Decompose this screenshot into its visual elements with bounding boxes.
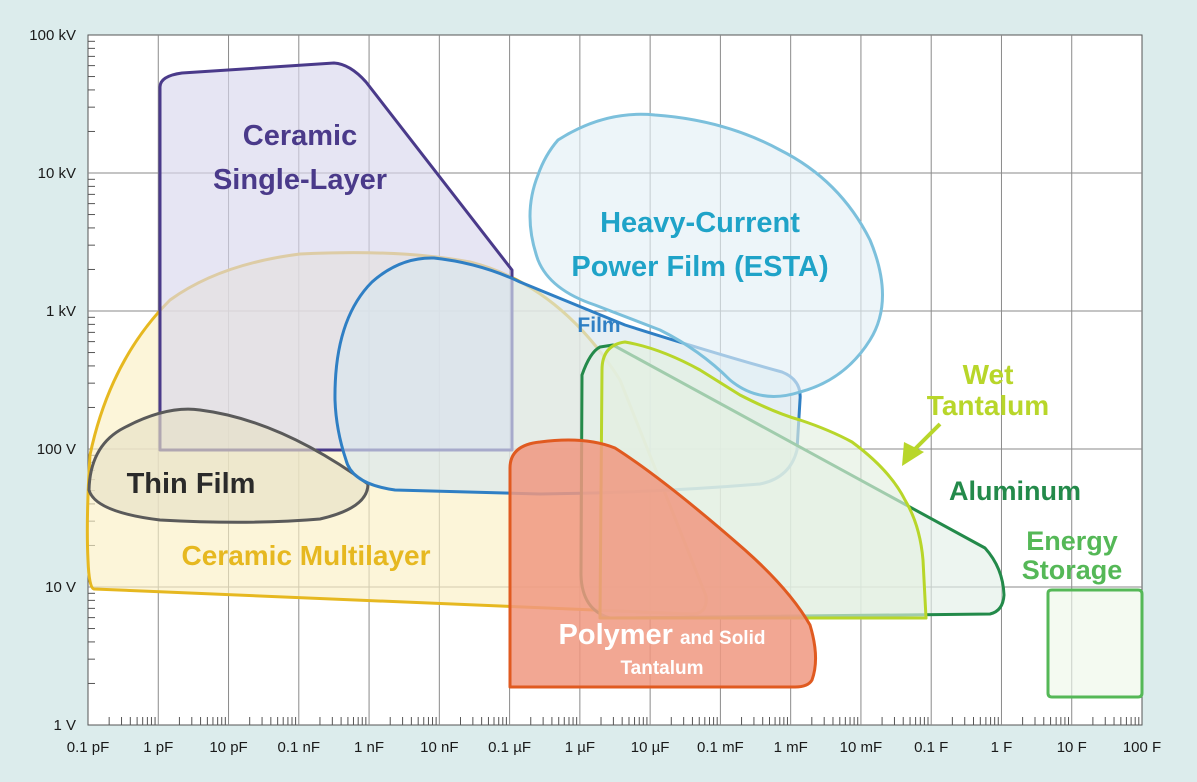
x-tick-label: 1 mF (774, 739, 808, 756)
x-tick-label: 1 F (991, 739, 1013, 756)
x-tick-label: 0.1 nF (278, 739, 321, 756)
label-polymer: Polymer (559, 619, 673, 651)
minor-ticks (88, 40, 1140, 725)
y-tick-labels: 1 V 10 V 100 V 1 kV 10 kV 100 kV (29, 27, 76, 734)
label-wet-tantalum-2: Tantalum (927, 390, 1049, 421)
label-energy-storage-1: Energy (1026, 526, 1118, 556)
x-tick-label: 1 pF (143, 739, 173, 756)
label-heavy-current-2: Power Film (ESTA) (571, 251, 828, 283)
y-tick-label: 10 V (45, 579, 76, 596)
label-heavy-current-1: Heavy-Current (600, 207, 800, 239)
wet-tantalum-arrow-icon (902, 442, 924, 466)
x-tick-label: 10 pF (209, 739, 247, 756)
region-polymer-solid-tantalum (508, 438, 817, 689)
label-ceramic-multilayer: Ceramic Multilayer (182, 540, 431, 571)
y-tick-label: 100 V (37, 441, 76, 458)
region-energy-storage (1046, 588, 1144, 699)
x-tick-label: 0.1 pF (67, 739, 110, 756)
region-labels: Ceramic Single-Layer Heavy-Current Power… (127, 120, 1123, 679)
x-tick-label: 0.1 F (914, 739, 948, 756)
y-tick-label: 1 kV (46, 303, 76, 320)
label-ceramic-single-layer-2: Single-Layer (213, 164, 387, 196)
x-tick-label: 10 nF (420, 739, 458, 756)
x-tick-label: 0.1 mF (697, 739, 744, 756)
x-tick-label: 100 F (1123, 739, 1161, 756)
label-film: Film (577, 314, 620, 337)
y-tick-label: 10 kV (38, 165, 76, 182)
x-tick-label: 10 mF (840, 739, 883, 756)
regions (85, 61, 1144, 699)
label-polymer-line1: Polymer and Solid (559, 619, 766, 651)
x-tick-label: 10 F (1057, 739, 1087, 756)
region-heavy-current-power-film (528, 112, 884, 398)
label-tantalum: Tantalum (620, 658, 703, 679)
label-wet-tantalum-1: Wet (963, 359, 1014, 390)
label-thin-film: Thin Film (127, 468, 256, 500)
x-tick-label: 1 nF (354, 739, 384, 756)
x-tick-label: 0.1 µF (488, 739, 531, 756)
label-and-solid: and Solid (680, 628, 766, 649)
x-tick-labels: 0.1 pF 1 pF 10 pF 0.1 nF 1 nF 10 nF 0.1 µF 1 µF… (67, 739, 1161, 756)
x-tick-label: 10 µF (631, 739, 670, 756)
y-tick-label: 100 kV (29, 27, 76, 44)
label-ceramic-single-layer-1: Ceramic (243, 120, 357, 152)
label-energy-storage-2: Storage (1022, 555, 1123, 585)
y-tick-label: 1 V (53, 717, 76, 734)
label-aluminum: Aluminum (949, 476, 1081, 506)
x-tick-label: 1 µF (565, 739, 595, 756)
